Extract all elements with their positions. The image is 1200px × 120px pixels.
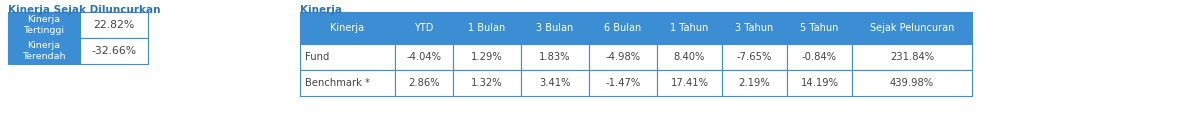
Text: 1 Tahun: 1 Tahun (671, 23, 709, 33)
Text: 2.86%: 2.86% (408, 78, 440, 88)
Text: 231.84%: 231.84% (890, 52, 934, 62)
Bar (852, 12, 972, 44)
Bar (787, 70, 852, 96)
Bar (852, 70, 972, 96)
Bar (300, 44, 395, 70)
Text: -4.04%: -4.04% (407, 52, 442, 62)
Text: Kinerja: Kinerja (330, 23, 365, 33)
Text: 3.41%: 3.41% (539, 78, 571, 88)
Bar (787, 44, 852, 70)
Bar (395, 70, 454, 96)
Text: 22.82%: 22.82% (94, 20, 134, 30)
Text: Kinerja
Terendah: Kinerja Terendah (23, 41, 66, 61)
Text: -4.98%: -4.98% (606, 52, 641, 62)
Bar (589, 70, 658, 96)
Text: -1.47%: -1.47% (605, 78, 641, 88)
Bar (80, 12, 148, 38)
Bar (852, 44, 972, 70)
Text: 5 Tahun: 5 Tahun (800, 23, 839, 33)
Bar (722, 44, 787, 70)
Text: -7.65%: -7.65% (737, 52, 772, 62)
Bar (454, 70, 521, 96)
Text: Fund: Fund (305, 52, 329, 62)
Bar (454, 12, 521, 44)
Bar (454, 44, 521, 70)
Text: 17.41%: 17.41% (671, 78, 708, 88)
Text: 2.19%: 2.19% (739, 78, 770, 88)
Text: -0.84%: -0.84% (802, 52, 838, 62)
Text: 1 Bulan: 1 Bulan (468, 23, 505, 33)
Bar (722, 12, 787, 44)
Bar (8, 12, 80, 38)
Text: Kinerja Sejak Diluncurkan: Kinerja Sejak Diluncurkan (8, 5, 161, 15)
Text: 14.19%: 14.19% (800, 78, 839, 88)
Bar (787, 12, 852, 44)
Bar (521, 12, 589, 44)
Text: Sejak Peluncuran: Sejak Peluncuran (870, 23, 954, 33)
Text: 439.98%: 439.98% (890, 78, 934, 88)
Bar (658, 44, 722, 70)
Bar (80, 38, 148, 64)
Bar (658, 12, 722, 44)
Bar (300, 12, 395, 44)
Text: YTD: YTD (414, 23, 433, 33)
Text: 1.32%: 1.32% (472, 78, 503, 88)
Text: Kinerja: Kinerja (300, 5, 342, 15)
Bar (658, 70, 722, 96)
Bar (521, 70, 589, 96)
Text: Kinerja
Tertinggi: Kinerja Tertinggi (24, 15, 65, 35)
Text: 3 Tahun: 3 Tahun (736, 23, 774, 33)
Bar (589, 44, 658, 70)
Text: 8.40%: 8.40% (674, 52, 706, 62)
Text: -32.66%: -32.66% (91, 46, 137, 56)
Bar (8, 38, 80, 64)
Bar (589, 12, 658, 44)
Text: 6 Bulan: 6 Bulan (605, 23, 642, 33)
Bar (395, 44, 454, 70)
Bar (300, 70, 395, 96)
Text: 1.29%: 1.29% (472, 52, 503, 62)
Text: 3 Bulan: 3 Bulan (536, 23, 574, 33)
Bar (521, 44, 589, 70)
Bar (395, 12, 454, 44)
Text: Benchmark *: Benchmark * (305, 78, 370, 88)
Text: 1.83%: 1.83% (539, 52, 571, 62)
Bar (722, 70, 787, 96)
